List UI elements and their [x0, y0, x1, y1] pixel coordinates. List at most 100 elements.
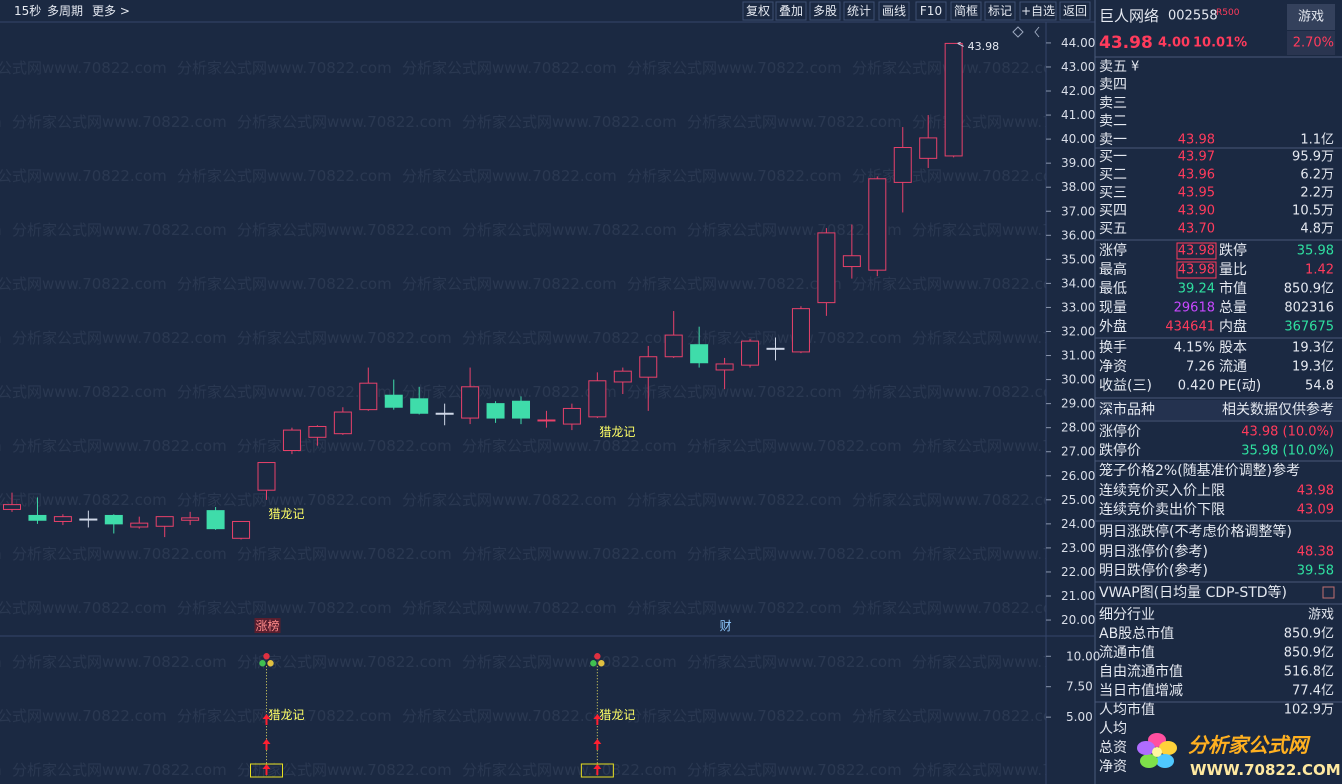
- stat-value: 802316: [1284, 301, 1334, 316]
- watermark-text: 分析家公式网www.70822.com: [912, 545, 1127, 563]
- toolbar-button[interactable]: [742, 1, 774, 21]
- order-label: 买五: [1099, 221, 1127, 237]
- toolbar-button-label[interactable]: 复权: [746, 4, 770, 18]
- toolbar-button-label[interactable]: F10: [920, 4, 942, 18]
- stat-label: 外盘: [1099, 318, 1127, 335]
- vwap-link[interactable]: VWAP图(日均量 CDP-STD等): [1099, 584, 1287, 601]
- watermark-text: 分析家公式网www.70822.com: [0, 329, 2, 347]
- candle-body: [664, 334, 683, 358]
- watermark-text: 分析家公式网www.70822.com: [627, 491, 842, 509]
- watermark-text: 分析家公式网www.70822.com: [237, 437, 452, 455]
- toolbar-button-label[interactable]: 叠加: [779, 4, 803, 18]
- order-volume: 2.2万: [1300, 186, 1334, 201]
- candle-body: [53, 516, 72, 522]
- watermark-text: 分析家公式网www.70822.com: [687, 113, 902, 131]
- sector-label[interactable]: 游戏: [1298, 10, 1324, 25]
- row-value: 850.9亿: [1284, 646, 1334, 661]
- row-value: 43.98 (10.0%): [1241, 425, 1334, 440]
- stat-label: 换手: [1099, 339, 1127, 356]
- order-price: 43.96: [1178, 168, 1215, 183]
- toolbar-item[interactable]: 更多 >: [92, 4, 130, 18]
- watermark-text: 分析家公式网www.70822.com: [462, 653, 677, 671]
- row-value: 516.8亿: [1284, 665, 1334, 680]
- y-tick-label: 37.00: [1061, 204, 1095, 218]
- toolbar-button[interactable]: [843, 1, 875, 21]
- event-label[interactable]: 涨榜: [255, 618, 279, 633]
- candle-body: [842, 255, 861, 268]
- toolbar-button[interactable]: [809, 1, 841, 21]
- stat-label: 净资: [1099, 359, 1127, 375]
- y-tick-label: 43.00: [1061, 60, 1095, 74]
- toolbar-button-label[interactable]: 简框: [954, 4, 978, 18]
- row-label: 细分行业: [1099, 607, 1155, 623]
- watermark-text: 分析家公式网www.70822.com: [462, 437, 677, 455]
- toolbar-button[interactable]: [915, 1, 947, 21]
- watermark-text: 分析家公式网www.70822.com: [852, 275, 1067, 293]
- candle-body: [944, 42, 963, 157]
- signal-icon: [267, 660, 274, 667]
- sector-button[interactable]: [1287, 4, 1335, 30]
- toolbar-item[interactable]: 15秒: [14, 4, 41, 18]
- stat-value: 1.42: [1305, 263, 1334, 278]
- toolbar-item[interactable]: 多周期: [47, 4, 83, 18]
- watermark-text: 分析家公式网www.70822.com: [177, 707, 392, 725]
- toolbar-button-label[interactable]: 返回: [1063, 4, 1087, 18]
- watermark-text: 分析家公式网www.70822.com: [0, 491, 167, 509]
- row-value: 35.98 (10.0%): [1241, 444, 1334, 459]
- signal-arrow: [262, 764, 271, 775]
- toolbar-button-label[interactable]: 标记: [988, 4, 1012, 18]
- watermark-text: 分析家公式网www.70822.com: [627, 599, 842, 617]
- toolbar-button-label[interactable]: +自选: [1021, 4, 1055, 18]
- y-tick-label: 39.00: [1061, 156, 1095, 170]
- row-label: 跌停价: [1099, 442, 1141, 459]
- diamond-icon[interactable]: [1012, 26, 1024, 38]
- watermark-text: 分析家公式网www.70822.com: [462, 545, 677, 563]
- row-value: 850.9亿: [1284, 627, 1334, 642]
- signal-icon: [598, 660, 605, 667]
- toolbar-button[interactable]: [1019, 1, 1057, 21]
- toolbar-button[interactable]: [878, 1, 910, 21]
- signal-icon: [594, 653, 601, 660]
- stat-label: 股本: [1219, 340, 1247, 356]
- row-value: 102.9万: [1284, 703, 1334, 718]
- toolbar-button-label[interactable]: 统计: [847, 4, 871, 18]
- order-price: 43.95: [1178, 186, 1215, 201]
- candle-body: [715, 363, 734, 371]
- stat-label: 总量: [1219, 300, 1247, 316]
- stat-label: 跌停: [1219, 242, 1247, 259]
- watermark-text: 分析家公式网www.70822.com: [12, 653, 227, 671]
- order-label: 卖二: [1099, 114, 1127, 130]
- logo-center: [1152, 747, 1162, 757]
- watermark-text: 分析家公式网www.70822.com: [177, 167, 392, 185]
- watermark-text: 分析家公式网www.70822.com: [237, 761, 452, 779]
- candle-body: [791, 308, 810, 353]
- event-label[interactable]: 财: [720, 619, 732, 633]
- watermark-text: 分析家公式网www.70822.com: [0, 59, 167, 77]
- toolbar-button-label[interactable]: 多股: [813, 4, 837, 18]
- y-tick-label: 41.00: [1061, 108, 1095, 122]
- row-label: 人均市值: [1099, 701, 1155, 718]
- vwap-icon[interactable]: [1322, 586, 1335, 599]
- toolbar-button-label[interactable]: 画线: [882, 4, 906, 18]
- y-tick-label: 44.00: [1061, 36, 1095, 50]
- toolbar-button[interactable]: [950, 1, 982, 21]
- candle-body: [741, 340, 760, 366]
- stat-label: 最低: [1099, 281, 1127, 297]
- watermark-text: 分析家公式网www.70822.com: [687, 437, 902, 455]
- row-label: 当日市值增减: [1099, 682, 1183, 699]
- logo-url: WWW.70822.COM: [1190, 761, 1341, 779]
- y-tick-label: 21.00: [1061, 589, 1095, 603]
- signal-box: [580, 763, 614, 778]
- toolbar-button[interactable]: [775, 1, 807, 21]
- last-price: 43.98: [1099, 33, 1153, 53]
- y-tick-label: 38.00: [1061, 180, 1095, 194]
- candle-body: [130, 522, 149, 528]
- logo-petal: [1140, 754, 1158, 768]
- candle-body: [868, 178, 887, 271]
- y-tick-label: 31.00: [1061, 349, 1095, 363]
- toolbar-button[interactable]: [1059, 1, 1091, 21]
- toolbar-button[interactable]: [984, 1, 1016, 21]
- collapse-icon[interactable]: [1034, 26, 1040, 38]
